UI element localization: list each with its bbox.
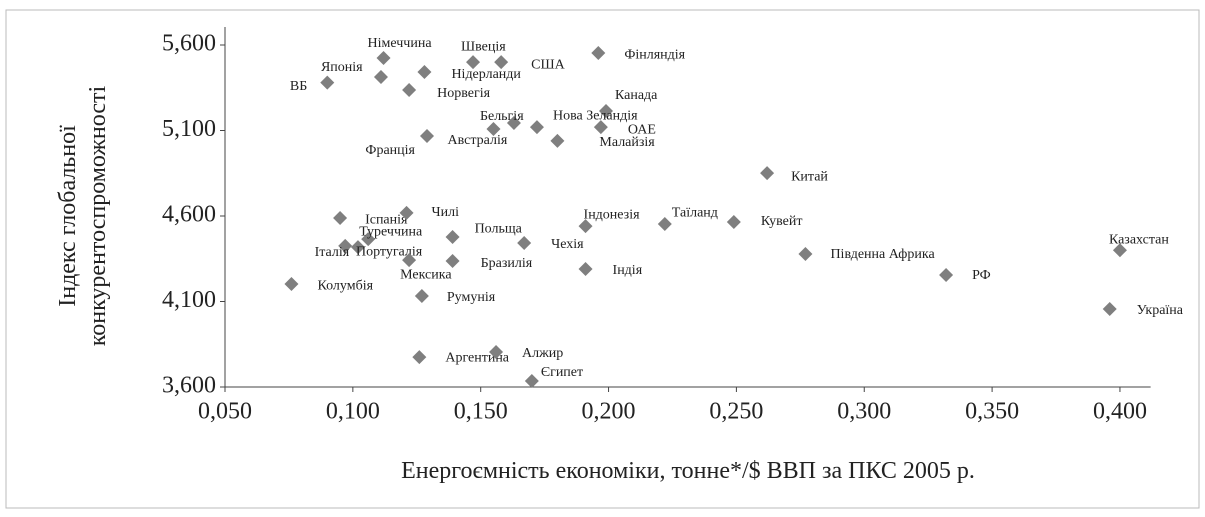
point [417,65,432,80]
point [320,75,335,90]
point-label: Нідерланди [451,67,521,82]
point [445,253,460,268]
y-tick-label: 5,100 [162,116,216,142]
point-label: Бразилія [481,256,533,271]
point-label: Чехія [551,237,584,252]
point [939,267,954,282]
point [412,350,427,365]
point [420,128,435,143]
point-label: Румунія [447,290,496,305]
x-axis-title: Енергоємність економіки, тонне*/$ ВВП за… [401,458,975,484]
point-label: Україна [1137,303,1184,318]
point [284,277,299,292]
point [1102,302,1117,317]
point-label: Індонезія [584,207,641,222]
point-label: ВБ [290,79,307,94]
point-label: РФ [972,268,991,283]
y-tick-label: 5,600 [162,31,216,57]
point-label: Кувейт [761,214,803,229]
point [466,55,481,70]
point [524,374,539,389]
point [333,211,348,226]
point-label: Єгипет [541,365,583,380]
point-label: ОАЕ [628,122,656,137]
point [350,240,365,255]
point [578,262,593,277]
point [376,50,391,65]
point [657,217,672,232]
point-label: Італія [315,245,350,260]
point-label: Франція [365,143,415,158]
x-tick-label: 0,200 [582,399,636,425]
point [529,120,544,135]
x-tick-label: 0,100 [326,399,380,425]
point [486,121,501,136]
x-tick-label: 0,300 [837,399,891,425]
point [798,246,813,261]
point [726,214,741,229]
point-label: США [531,57,565,72]
y-axis-title-line: конкурентоспроможності [85,86,111,347]
point-label: Японія [321,60,363,75]
point-label: Колумбія [317,278,373,293]
point [489,344,504,359]
point [550,133,565,148]
point [494,55,509,70]
point [414,289,429,304]
point [399,205,414,220]
point [591,46,606,61]
y-tick-label: 4,600 [162,202,216,228]
point-label: Австралія [447,133,507,148]
point-label: Швеція [461,39,506,54]
point-label: Норвегія [437,86,490,101]
point [593,120,608,135]
point [338,238,353,253]
point-label: Іспанія [365,212,408,227]
point-label: Польща [475,221,523,236]
point-label: Південна Африка [830,247,935,262]
point [402,253,417,268]
point-label: Бельгія [480,109,524,124]
chart-frame [5,9,1200,509]
point-label: Німеччина [368,36,433,51]
point-label: Казахстан [1109,232,1169,247]
point-label: Китай [791,169,828,184]
point-label: Індія [613,263,643,278]
point [445,230,460,245]
y-tick-label: 3,600 [162,373,216,399]
y-axis-title-line: Індекс глобальної [55,125,81,307]
point [760,166,775,181]
x-tick-label: 0,250 [709,399,763,425]
x-tick-label: 0,050 [198,399,252,425]
point-label: Канада [615,88,658,103]
point-label: Нова Зеландія [553,108,638,123]
y-axis-title: Індекс глобальної конкурентоспроможності [55,86,111,347]
x-tick-label: 0,400 [1093,399,1147,425]
point-label: Португалія [356,244,423,259]
point [373,69,388,84]
point [578,219,593,234]
point-label: Фінляндія [624,47,685,62]
point [517,236,532,251]
point-label: Алжир [522,346,563,361]
x-tick-label: 0,150 [454,399,508,425]
x-tick-label: 0,350 [965,399,1019,425]
point [598,104,613,119]
point-label: Туреччина [359,224,423,239]
point-label: Малайзія [599,135,655,150]
point-label: Таїланд [672,205,718,220]
point-label: Чилі [432,205,460,220]
point [402,82,417,97]
point [1112,243,1127,258]
point [506,115,521,130]
point [361,232,376,247]
point-label: Мексика [400,267,452,282]
y-tick-label: 4,100 [162,287,216,313]
